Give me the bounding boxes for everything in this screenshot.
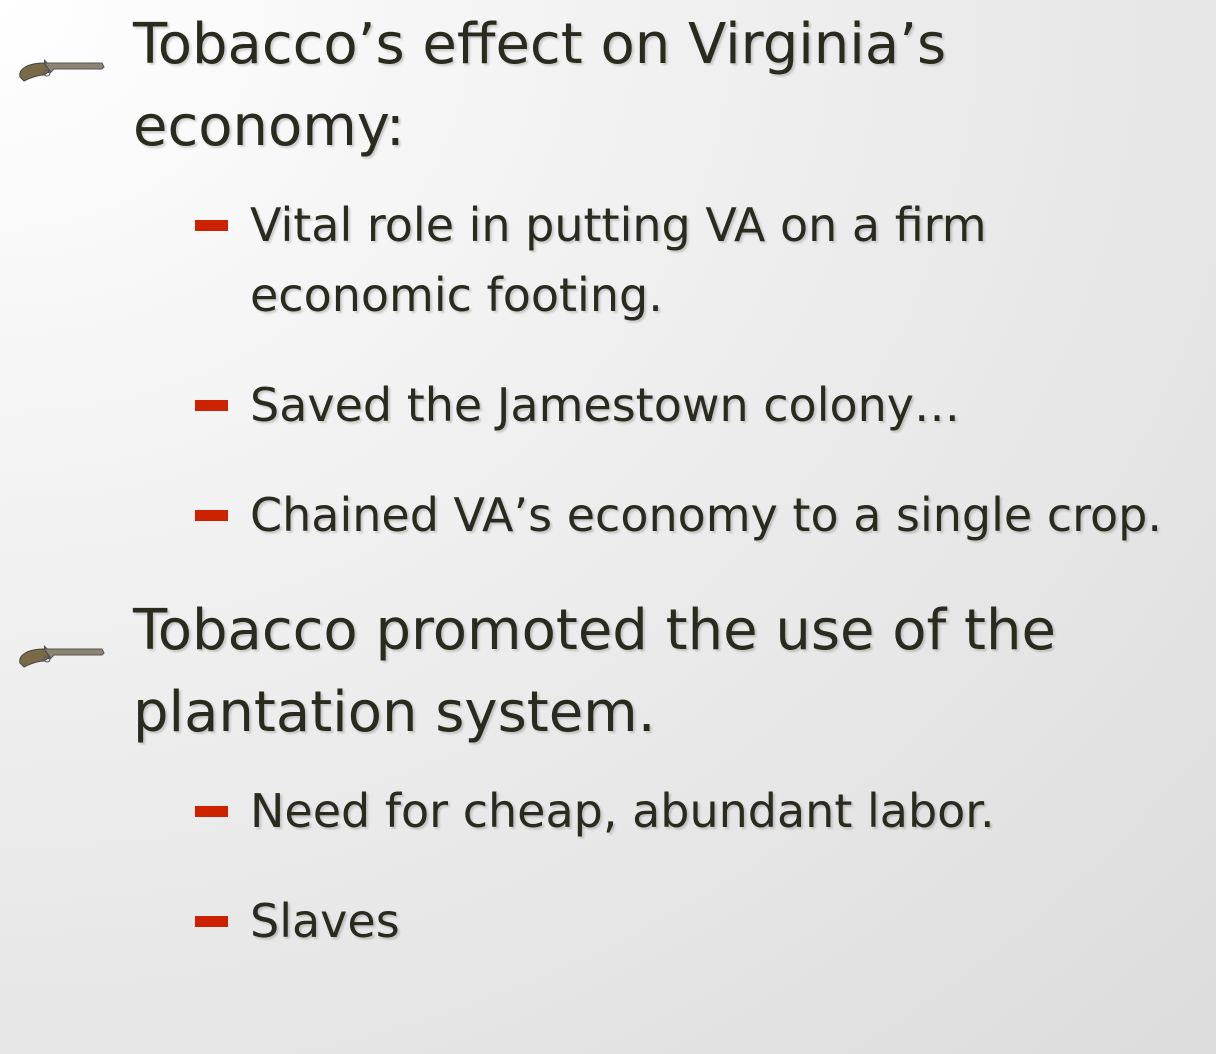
bullet-icon xyxy=(14,26,106,60)
sub-bullet-marker xyxy=(195,510,228,521)
bullet-icon xyxy=(14,612,106,646)
sub-bullet-marker xyxy=(195,806,228,817)
sub-bullet-marker xyxy=(195,400,228,411)
sub-bullet: Vital role in putting VA on a firm econo… xyxy=(0,190,1206,330)
sub-bullet-text: Saved the Jamestown colony… xyxy=(250,378,960,432)
main-bullet: Tobacco’s effect on Virginia’s economy: V… xyxy=(0,4,1216,550)
sub-bullet-text: Vital role in putting VA on a firm econo… xyxy=(250,198,987,322)
sub-bullet: Slaves xyxy=(0,886,1206,956)
sub-bullet-text: Slaves xyxy=(250,894,400,948)
page: {"bullets": [ {"text": "Tobacco’s effect… xyxy=(0,0,1216,1054)
sub-bullet: Saved the Jamestown colony… xyxy=(0,370,1206,440)
sub-bullet: Chained VA’s economy to a single crop. xyxy=(0,480,1206,550)
main-bullet: Tobacco promoted the use of the plantati… xyxy=(0,590,1216,956)
sub-bullet-text: Chained VA’s economy to a single crop. xyxy=(250,488,1162,542)
sub-bullet-text: Need for cheap, abundant labor. xyxy=(250,784,995,838)
sub-bullet: Need for cheap, abundant labor. xyxy=(0,776,1206,846)
sub-list: Need for cheap, abundant labor. Slaves xyxy=(133,776,1206,956)
slide: Tobacco’s effect on Virginia’s economy: V… xyxy=(0,0,1216,1054)
sub-bullet-marker xyxy=(195,916,228,927)
bullet-text: Tobacco’s effect on Virginia’s economy: xyxy=(133,12,946,159)
sub-bullet-marker xyxy=(195,220,228,231)
bullet-text: Tobacco promoted the use of the plantati… xyxy=(133,598,1056,745)
sub-list: Vital role in putting VA on a firm econo… xyxy=(133,190,1206,550)
